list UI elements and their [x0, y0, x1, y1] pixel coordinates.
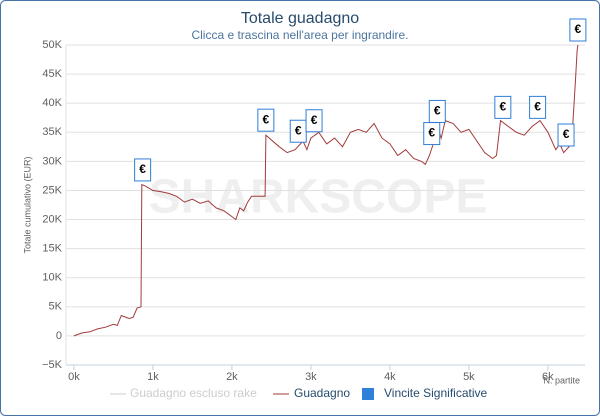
chart-title: Totale guadagno: [241, 10, 359, 27]
chart-subtitle: Clicca e trascina nell'area per ingrandi…: [191, 28, 408, 42]
flag-box: [494, 95, 512, 119]
flag: €: [423, 122, 441, 146]
y-tick-label: 20K: [42, 213, 62, 225]
flag: €: [257, 108, 275, 132]
watermark: SHARKSCOPE: [149, 171, 488, 224]
flag: €: [134, 158, 152, 182]
x-axis-label: N. partite: [543, 375, 580, 385]
flag-label: €: [500, 100, 507, 114]
legend-label: Guadagno: [294, 386, 350, 400]
flag: €: [529, 95, 547, 119]
flag-label: €: [534, 100, 541, 114]
flag-label: €: [575, 22, 582, 36]
flag-box: [257, 108, 275, 132]
x-tick-label: 0k: [68, 371, 80, 383]
y-tick-label: 15K: [42, 243, 62, 255]
x-tick-label: 1k: [147, 371, 159, 383]
flag: €: [569, 18, 587, 42]
flag: €: [305, 109, 323, 133]
x-tick-label: 6k: [542, 371, 554, 383]
legend-label: Guadagno escluso rake: [130, 386, 257, 400]
flag-box: [557, 123, 575, 147]
legend-label: Vincite Significative: [384, 386, 487, 400]
flag-label: €: [295, 123, 302, 137]
data-line: [73, 44, 579, 337]
y-tick-label: 35K: [42, 126, 62, 138]
legend-symbol: [362, 388, 374, 400]
flag: €: [494, 95, 512, 119]
y-tick-label: 0: [56, 330, 62, 342]
flag-box: [569, 18, 587, 42]
flag-box: [305, 109, 323, 133]
y-tick-label: 45K: [42, 68, 62, 80]
flag-label: €: [428, 126, 435, 140]
x-tick-label: 2k: [226, 371, 238, 383]
flag-box: [529, 95, 547, 119]
flag: €: [289, 119, 307, 143]
y-axis-label: Totale cumulativo (EUR): [22, 156, 32, 253]
flag-label: €: [434, 104, 441, 118]
flag: €: [428, 99, 446, 123]
flag-label: €: [311, 113, 318, 127]
flag-label: €: [139, 162, 146, 176]
flag-label: €: [563, 127, 570, 141]
y-tick-label: 25K: [42, 184, 62, 196]
flag-box: [428, 99, 446, 123]
x-tick-label: 4k: [384, 371, 396, 383]
y-tick-label: 30K: [42, 155, 62, 167]
y-tick-label: 50K: [42, 39, 62, 51]
flag: €: [557, 123, 575, 147]
flag-label: €: [263, 112, 270, 126]
flag-box: [134, 158, 152, 182]
x-tick-label: 5k: [463, 371, 475, 383]
y-tick-label: −5K: [42, 359, 63, 371]
y-tick-label: 10K: [42, 272, 62, 284]
y-tick-label: 5K: [49, 301, 63, 313]
y-tick-label: 40K: [42, 97, 62, 109]
x-tick-label: 3k: [305, 371, 317, 383]
